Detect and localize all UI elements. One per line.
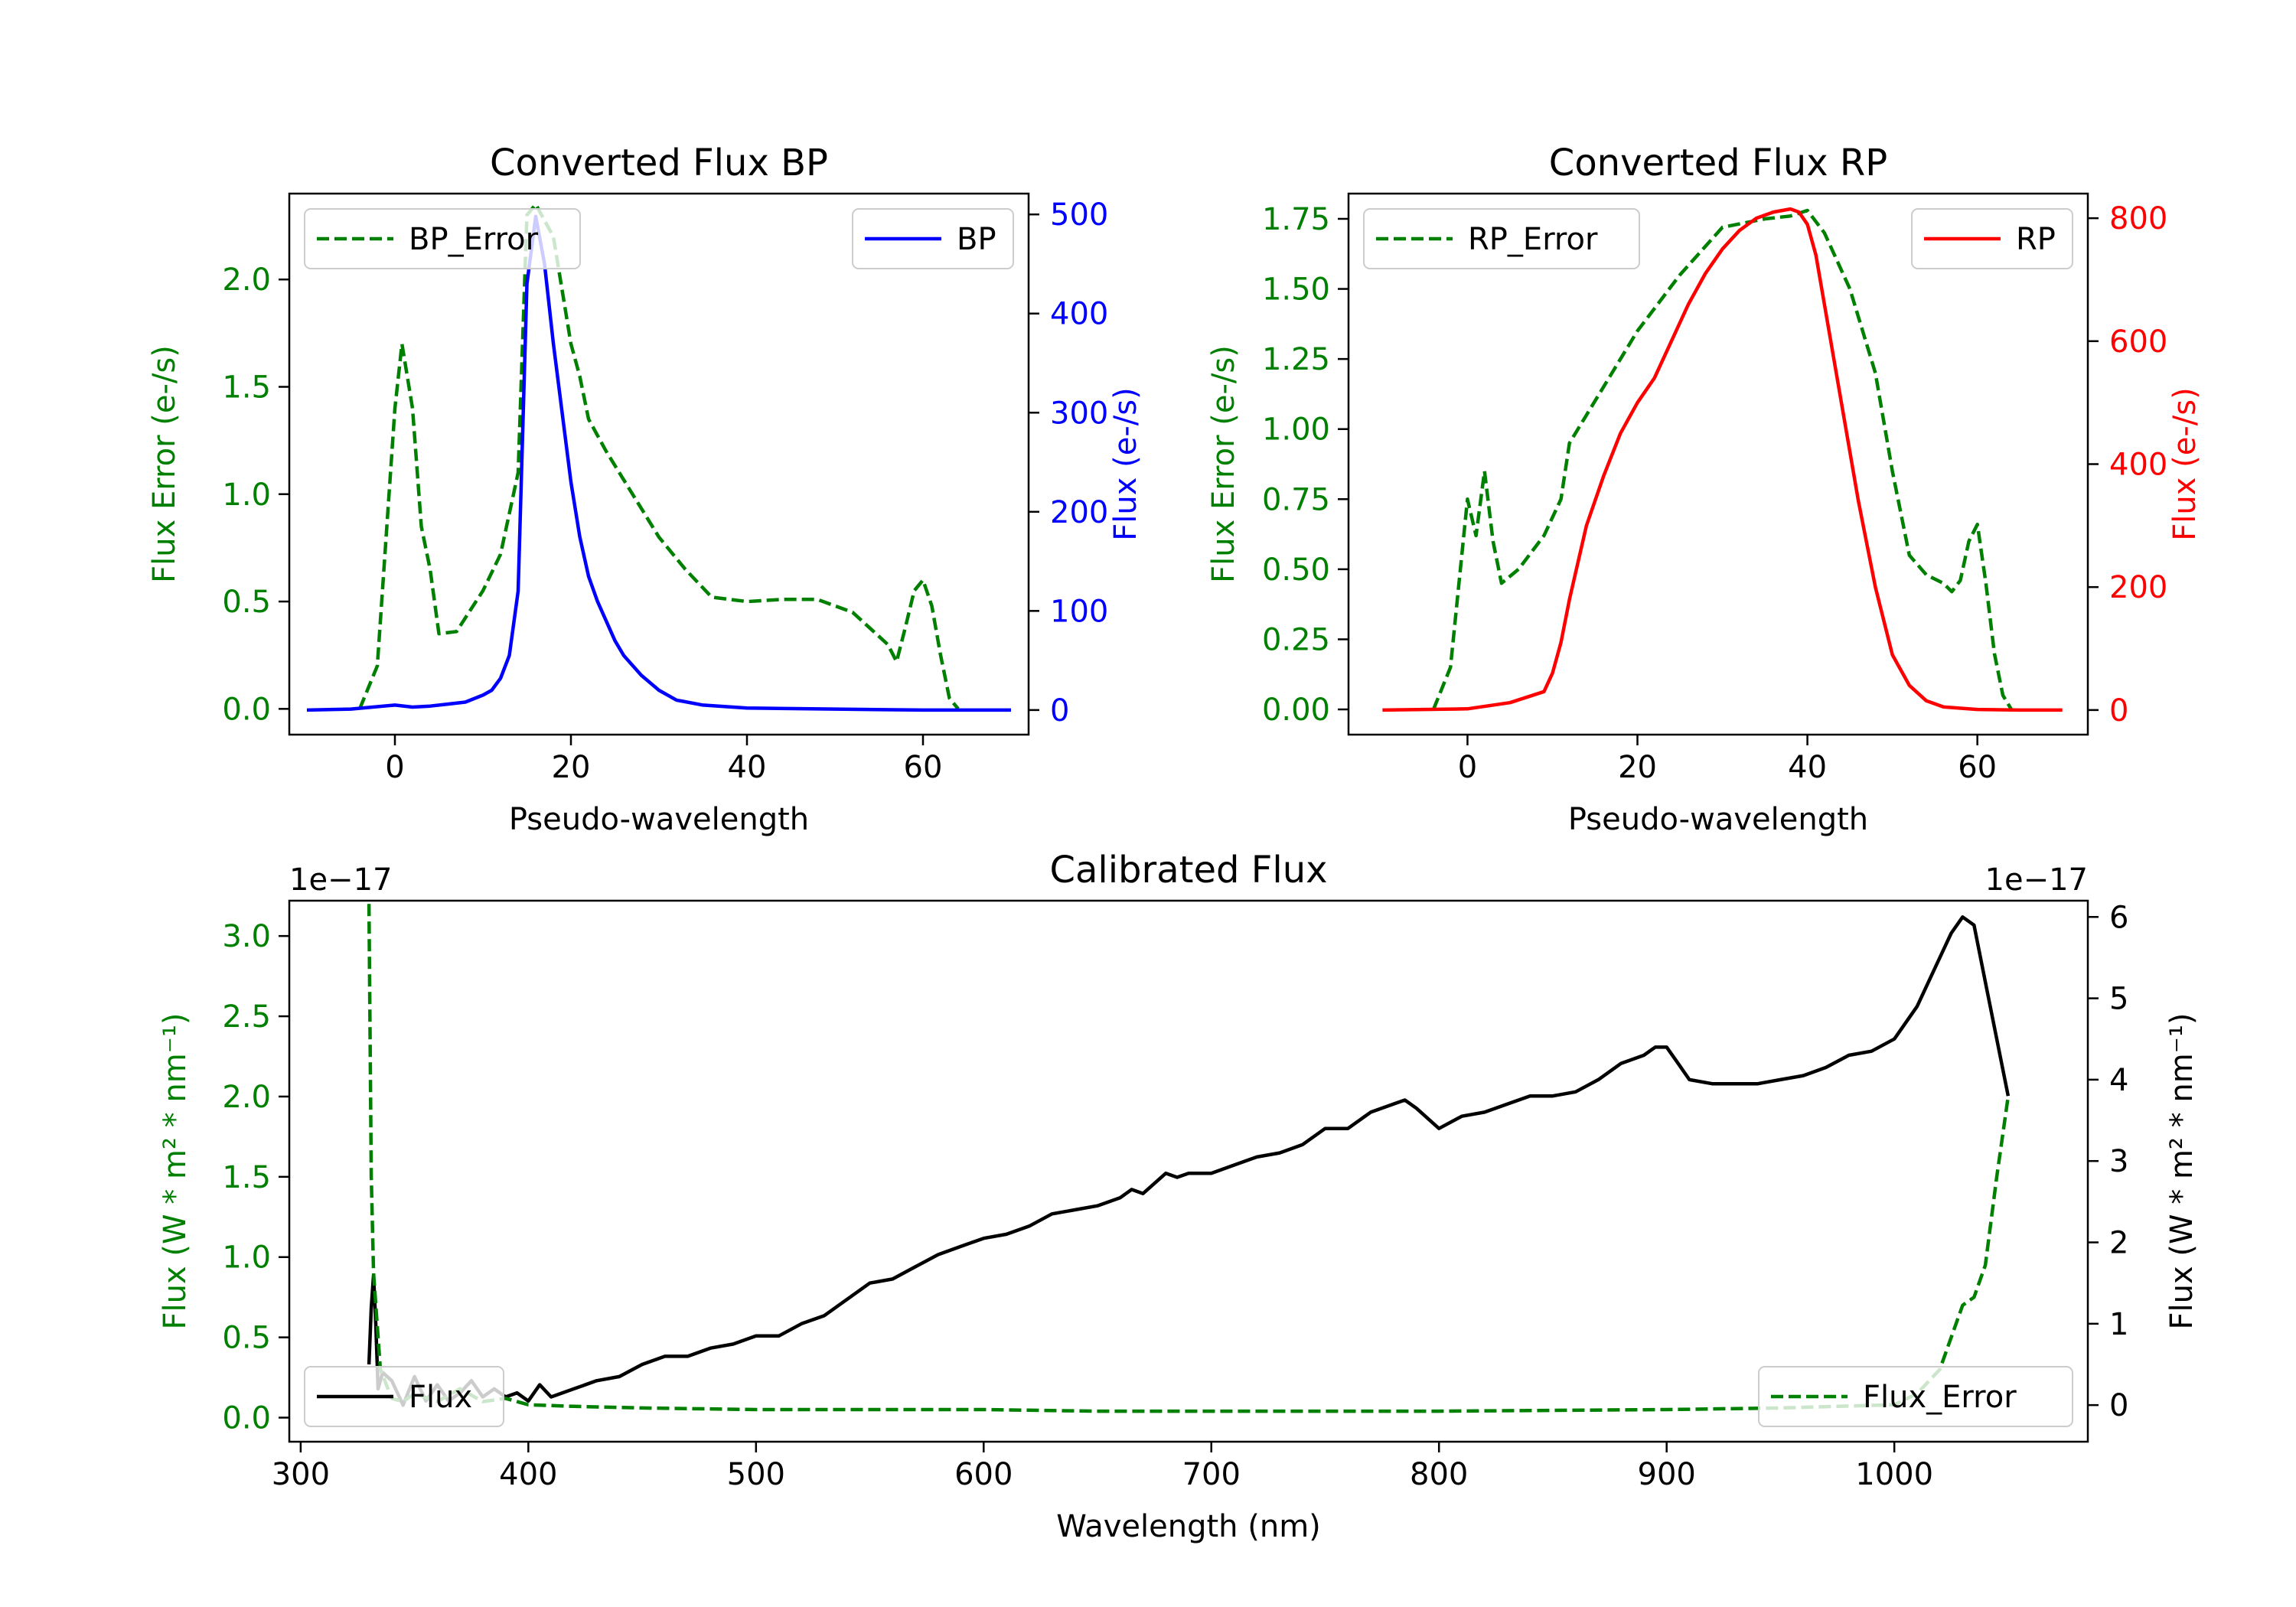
left-tick-label: 0.0	[222, 692, 271, 727]
right-tick-label: 3	[2109, 1144, 2128, 1179]
left-tick-label: 2.0	[222, 1080, 271, 1115]
left-offset-text: 1e−17	[289, 862, 392, 898]
x-tick-label: 0	[385, 750, 404, 785]
legend-flux-error: Flux_Error	[1758, 1366, 2073, 1427]
x-axis-label: Pseudo-wavelength	[509, 802, 809, 837]
left-tick-label: 0.5	[222, 585, 271, 620]
series-line-bp-error	[357, 202, 960, 710]
legend-label: RP_Error	[1468, 222, 1598, 257]
series-line-rp-error	[1431, 208, 2014, 711]
series-line-flux	[367, 915, 2011, 1407]
right-tick-label: 5	[2109, 982, 2128, 1017]
legend-label: Flux	[409, 1380, 472, 1415]
left-tick-label: 0.50	[1262, 553, 1330, 588]
left-axis-label: Flux (W * m² * nm⁻¹)	[158, 1013, 193, 1330]
right-tick-label: 400	[2109, 448, 2167, 483]
chart-title: Converted Flux BP	[490, 142, 828, 184]
right-tick-label: 100	[1050, 594, 1108, 629]
x-tick-label: 300	[272, 1457, 330, 1492]
right-tick-label: 4	[2109, 1063, 2128, 1098]
x-tick-label: 500	[727, 1457, 785, 1492]
legend-label: RP	[2016, 222, 2056, 257]
right-tick-label: 2	[2109, 1226, 2128, 1261]
series-line-rp	[1382, 207, 2063, 712]
left-tick-label: 2.5	[222, 999, 271, 1035]
legend-box	[304, 1366, 504, 1427]
x-tick-label: 20	[1618, 750, 1657, 785]
left-tick-label: 2.0	[222, 262, 271, 298]
x-tick-label: 800	[1410, 1457, 1468, 1492]
x-tick-label: 700	[1182, 1457, 1241, 1492]
legend-rp: RP	[1911, 208, 2073, 269]
x-tick-label: 40	[1788, 750, 1827, 785]
right-tick-label: 200	[1050, 495, 1108, 530]
plot-frame	[288, 192, 1030, 736]
x-tick-label: 900	[1638, 1457, 1696, 1492]
x-tick-label: 400	[499, 1457, 557, 1492]
right-tick-label: 300	[1050, 396, 1108, 431]
legend-bp: BP	[852, 208, 1014, 269]
left-tick-label: 1.25	[1262, 342, 1330, 377]
left-tick-label: 1.0	[222, 478, 271, 513]
left-tick-label: 0.25	[1262, 622, 1330, 657]
left-tick-label: 1.50	[1262, 272, 1330, 308]
left-axis-label: Flux Error (e-/s)	[1206, 345, 1241, 583]
left-tick-label: 1.75	[1262, 202, 1330, 237]
x-tick-label: 1000	[1855, 1457, 1933, 1492]
x-tick-label: 60	[904, 750, 943, 785]
legend-label: Flux_Error	[1863, 1380, 2017, 1415]
x-tick-label: 20	[552, 750, 591, 785]
left-tick-label: 3.0	[222, 919, 271, 954]
left-tick-label: 0.5	[222, 1321, 271, 1356]
chart-title: Calibrated Flux	[1049, 849, 1327, 892]
x-axis-label: Wavelength (nm)	[1056, 1509, 1321, 1544]
right-tick-label: 800	[2109, 201, 2167, 236]
left-tick-label: 1.5	[222, 370, 271, 406]
x-tick-label: 0	[1458, 750, 1477, 785]
right-axis-label: Flux (e-/s)	[2167, 387, 2203, 540]
legend-box	[1758, 1366, 2073, 1427]
chart-cal: 300 400 500 600 700 800 900 1000 0.0 0.5 1.0 1.5 2.0…	[158, 849, 2200, 1544]
right-tick-label: 400	[1050, 297, 1108, 332]
legend-box	[304, 208, 581, 269]
legend-bp-error: BP_Error	[304, 208, 581, 269]
left-tick-label: 1.5	[222, 1160, 271, 1195]
right-tick-label: 600	[2109, 324, 2167, 360]
right-tick-label: 200	[2109, 570, 2167, 605]
legend-label: BP	[957, 222, 996, 257]
x-tick-label: 60	[1958, 750, 1997, 785]
right-tick-label: 1	[2109, 1307, 2128, 1342]
x-tick-label: 40	[728, 750, 767, 785]
x-axis-label: Pseudo-wavelength	[1568, 802, 1868, 837]
right-axis-label: Flux (W * m² * nm⁻¹)	[2164, 1013, 2200, 1330]
right-offset-text: 1e−17	[1985, 862, 2088, 898]
chart-bp: 0 20 40 60 0.0 0.5 1.0 1.5 2.0 0 100 200 300 400 500 Co…	[147, 142, 1143, 837]
left-tick-label: 0.00	[1262, 693, 1330, 728]
series-line-flux-error	[367, 904, 2011, 1413]
chart-rp: 0 20 40 60 0.00 0.25 0.50 0.75 1.00 1.25 1.50 1.75 0…	[1206, 142, 2203, 837]
legend-label: BP_Error	[409, 222, 539, 257]
plot-frame	[288, 899, 2089, 1443]
chart-title: Converted Flux RP	[1549, 142, 1887, 184]
right-tick-label: 0	[2109, 1388, 2128, 1423]
left-tick-label: 0.0	[222, 1401, 271, 1436]
left-tick-label: 0.75	[1262, 482, 1330, 517]
legend-rp-error: RP_Error	[1363, 208, 1640, 269]
right-tick-label: 500	[1050, 197, 1108, 233]
right-tick-label: 0	[1050, 693, 1069, 729]
left-axis-label: Flux Error (e-/s)	[147, 345, 182, 583]
x-tick-label: 600	[954, 1457, 1013, 1492]
right-tick-label: 6	[2109, 900, 2128, 935]
legend-box	[1363, 208, 1640, 269]
legend-flux: Flux	[304, 1366, 504, 1427]
right-axis-label: Flux (e-/s)	[1108, 387, 1143, 540]
left-tick-label: 1.00	[1262, 412, 1330, 448]
series-line-bp	[306, 214, 1011, 712]
left-tick-label: 1.0	[222, 1240, 271, 1276]
right-tick-label: 0	[2109, 693, 2128, 729]
plot-frame	[1347, 192, 2089, 736]
